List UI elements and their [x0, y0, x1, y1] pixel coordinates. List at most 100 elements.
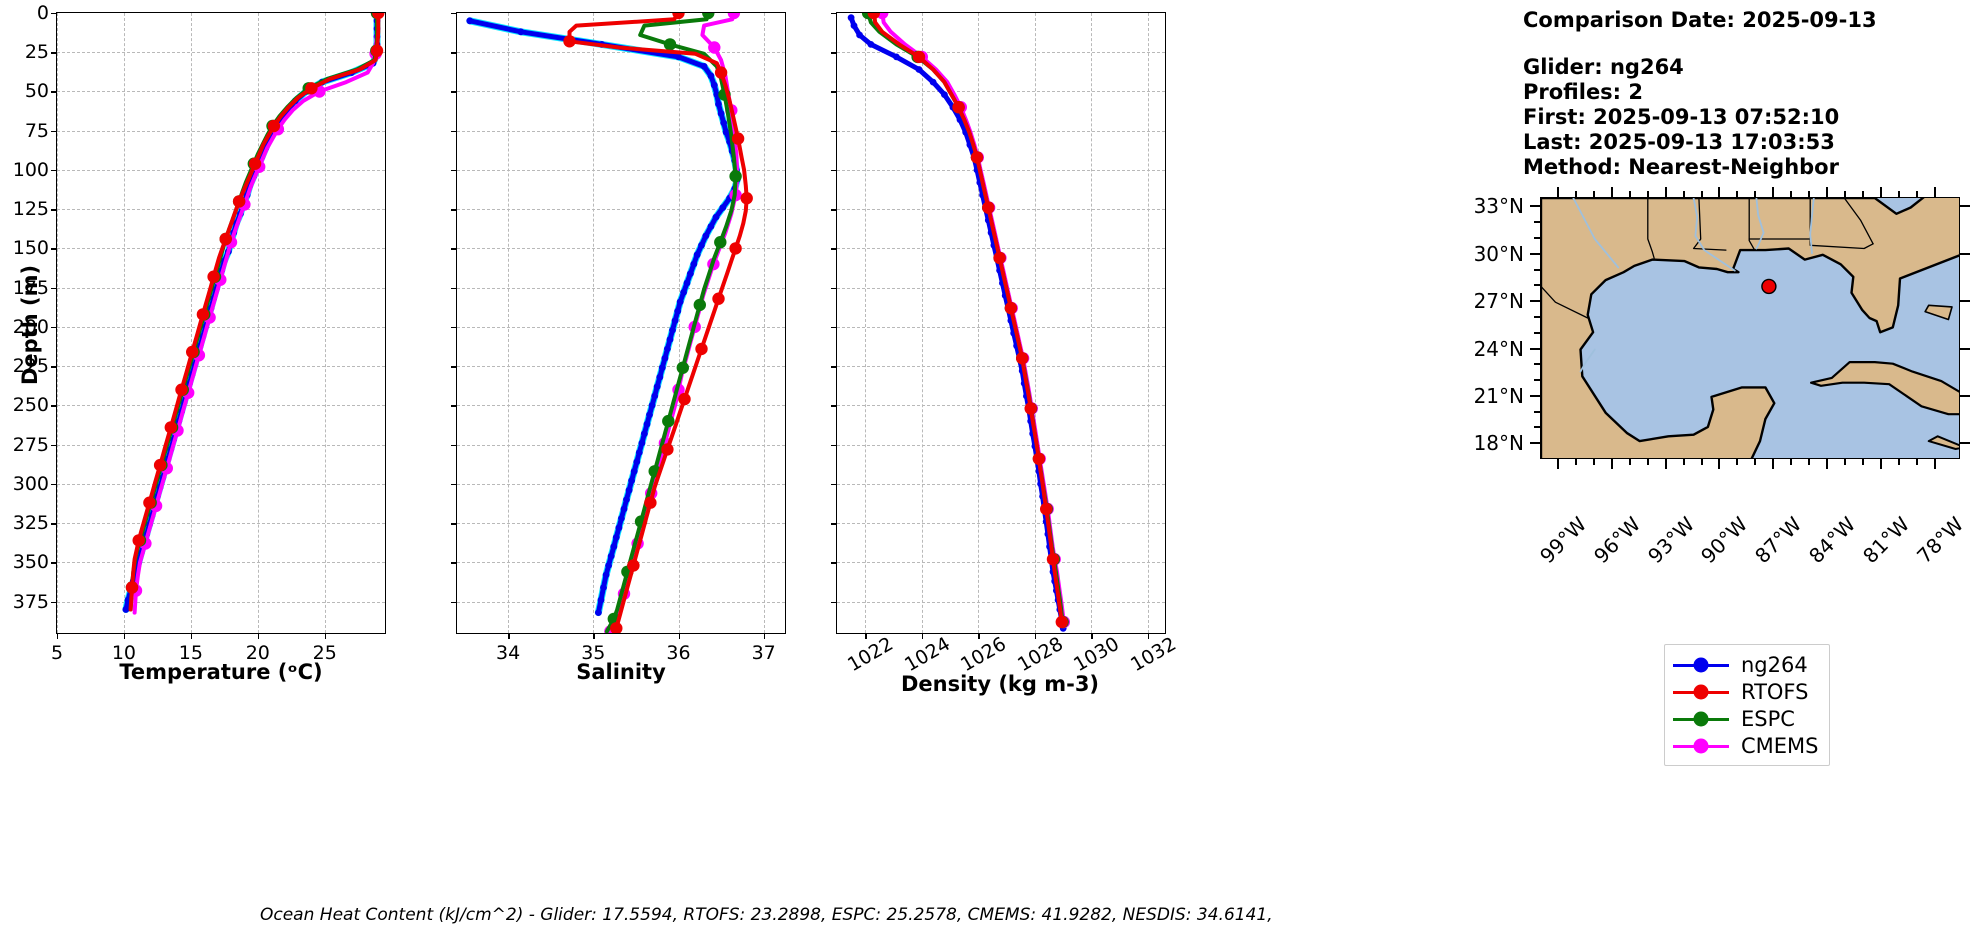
data-point: [1040, 502, 1053, 516]
map-lon-minor-tick: [1592, 459, 1595, 465]
map-lon-minor-tick: [1628, 459, 1631, 465]
gridline-horizontal: [57, 562, 385, 564]
data-point: [912, 50, 926, 64]
gridline-vertical: [593, 13, 595, 633]
depth-axis-label: Depth (m): [18, 264, 42, 385]
gridline-horizontal: [57, 130, 385, 132]
map-lon-minor-tick-top: [1574, 191, 1577, 197]
data-point: [727, 13, 741, 20]
gridline-vertical: [1034, 13, 1036, 633]
data-point: [248, 157, 262, 170]
map-lon-minor-tick: [1808, 459, 1811, 465]
series-rtofs: [867, 13, 1068, 629]
data-point: [663, 38, 677, 51]
x-tick-label: 36: [666, 642, 691, 664]
data-point: [1055, 615, 1068, 629]
gridline-horizontal: [457, 209, 785, 211]
data-point: [713, 91, 721, 98]
gridline-horizontal: [57, 601, 385, 603]
data-point: [661, 354, 669, 362]
gridline-horizontal: [457, 130, 785, 132]
map-lat-tick-label: 24°N: [1473, 336, 1524, 361]
data-point: [656, 373, 664, 381]
data-point: [122, 606, 130, 613]
comparison-date-text: Comparison Date: 2025-09-13: [1523, 8, 1877, 32]
data-point: [729, 242, 742, 255]
map-lon-tick-mark-top: [1772, 187, 1775, 197]
legend-item-ng264[interactable]: ng264: [1673, 651, 1819, 678]
y-tick-mark: [51, 287, 57, 290]
map-lon-minor-tick-top: [1628, 191, 1631, 197]
gridline-horizontal: [57, 366, 385, 368]
map-lat-tick-mark: [1530, 394, 1540, 397]
method-text: Method: Nearest-Neighbor: [1523, 155, 1839, 179]
data-point: [702, 13, 715, 20]
map-lat-tick-mark: [1530, 442, 1540, 445]
map-lon-tick-mark: [1718, 459, 1721, 469]
glider-location-marker[interactable]: [1761, 278, 1777, 295]
map-lon-minor-tick: [1682, 459, 1685, 465]
legend-label: CMEMS: [1741, 733, 1819, 758]
series-cmems: [876, 13, 1070, 629]
map-land-north-america: [1541, 198, 1959, 458]
data-point: [653, 383, 661, 390]
data-point: [707, 223, 715, 230]
temperature-panel: 5 10 15 20 25 0 25 50 75 100 125 150 175 200 225 250 275…: [0, 0, 420, 700]
data-point: [641, 430, 648, 438]
y-tick-mark: [51, 483, 57, 486]
gridline-horizontal: [57, 326, 385, 328]
map-lon-minor-tick-top: [1700, 191, 1703, 197]
data-point: [625, 486, 633, 494]
location-map[interactable]: [1540, 197, 1960, 459]
y-tick-mark: [831, 130, 837, 133]
data-point: [643, 420, 651, 428]
data-point: [125, 581, 139, 594]
data-point: [702, 232, 710, 240]
data-point: [695, 342, 708, 356]
y-tick-mark: [451, 209, 457, 211]
first-profile-time-text: First: 2025-09-13 07:52:10: [1523, 105, 1840, 129]
data-point: [646, 411, 653, 419]
gridline-horizontal: [837, 444, 1165, 446]
y-tick-mark: [451, 601, 457, 603]
gridline-vertical: [57, 13, 58, 633]
y-tick-mark: [51, 52, 57, 54]
x-tick-mark: [1091, 633, 1093, 639]
y-tick-mark: [451, 405, 457, 407]
data-point: [740, 192, 753, 205]
data-point: [1004, 301, 1018, 315]
data-point: [675, 53, 682, 61]
map-lon-tick-mark: [1610, 459, 1613, 469]
legend-item-espc[interactable]: ESPC: [1673, 705, 1819, 732]
data-point: [672, 13, 685, 20]
data-point: [683, 279, 691, 287]
map-lon-minor-tick: [1736, 459, 1739, 465]
map-lon-minor-tick-top: [1897, 191, 1900, 197]
y-tick-mark: [831, 601, 837, 603]
gridline-horizontal: [57, 209, 385, 211]
data-point: [517, 28, 525, 36]
legend-item-cmems[interactable]: CMEMS: [1673, 732, 1819, 759]
map-lon-minor-tick-top: [1862, 191, 1865, 197]
map-lon-minor-tick-top: [1736, 191, 1739, 197]
map-lon-minor-tick: [1574, 459, 1577, 465]
data-point: [466, 17, 474, 25]
data-point: [164, 421, 177, 434]
y-tick-mark: [831, 169, 837, 172]
data-point: [714, 66, 728, 79]
data-point: [993, 251, 1006, 265]
gridline-horizontal: [457, 326, 785, 328]
map-lat-tick-label: 21°N: [1473, 383, 1524, 408]
gridline-horizontal: [837, 366, 1165, 368]
data-point: [610, 543, 618, 551]
data-point: [1046, 553, 1060, 566]
data-point: [633, 458, 641, 466]
map-lon-minor-tick-top: [1844, 191, 1847, 197]
temperature-profile-series-svg: [122, 13, 385, 615]
density-panel: 1022 1024 1026 1028 1030 1032 Density (kg m-3…: [790, 0, 1190, 720]
gridline-horizontal: [837, 483, 1165, 485]
x-tick-label: 1030: [1070, 632, 1124, 677]
data-point: [714, 236, 727, 249]
legend-item-rtofs[interactable]: RTOFS: [1673, 678, 1819, 705]
y-tick-mark: [831, 326, 837, 329]
